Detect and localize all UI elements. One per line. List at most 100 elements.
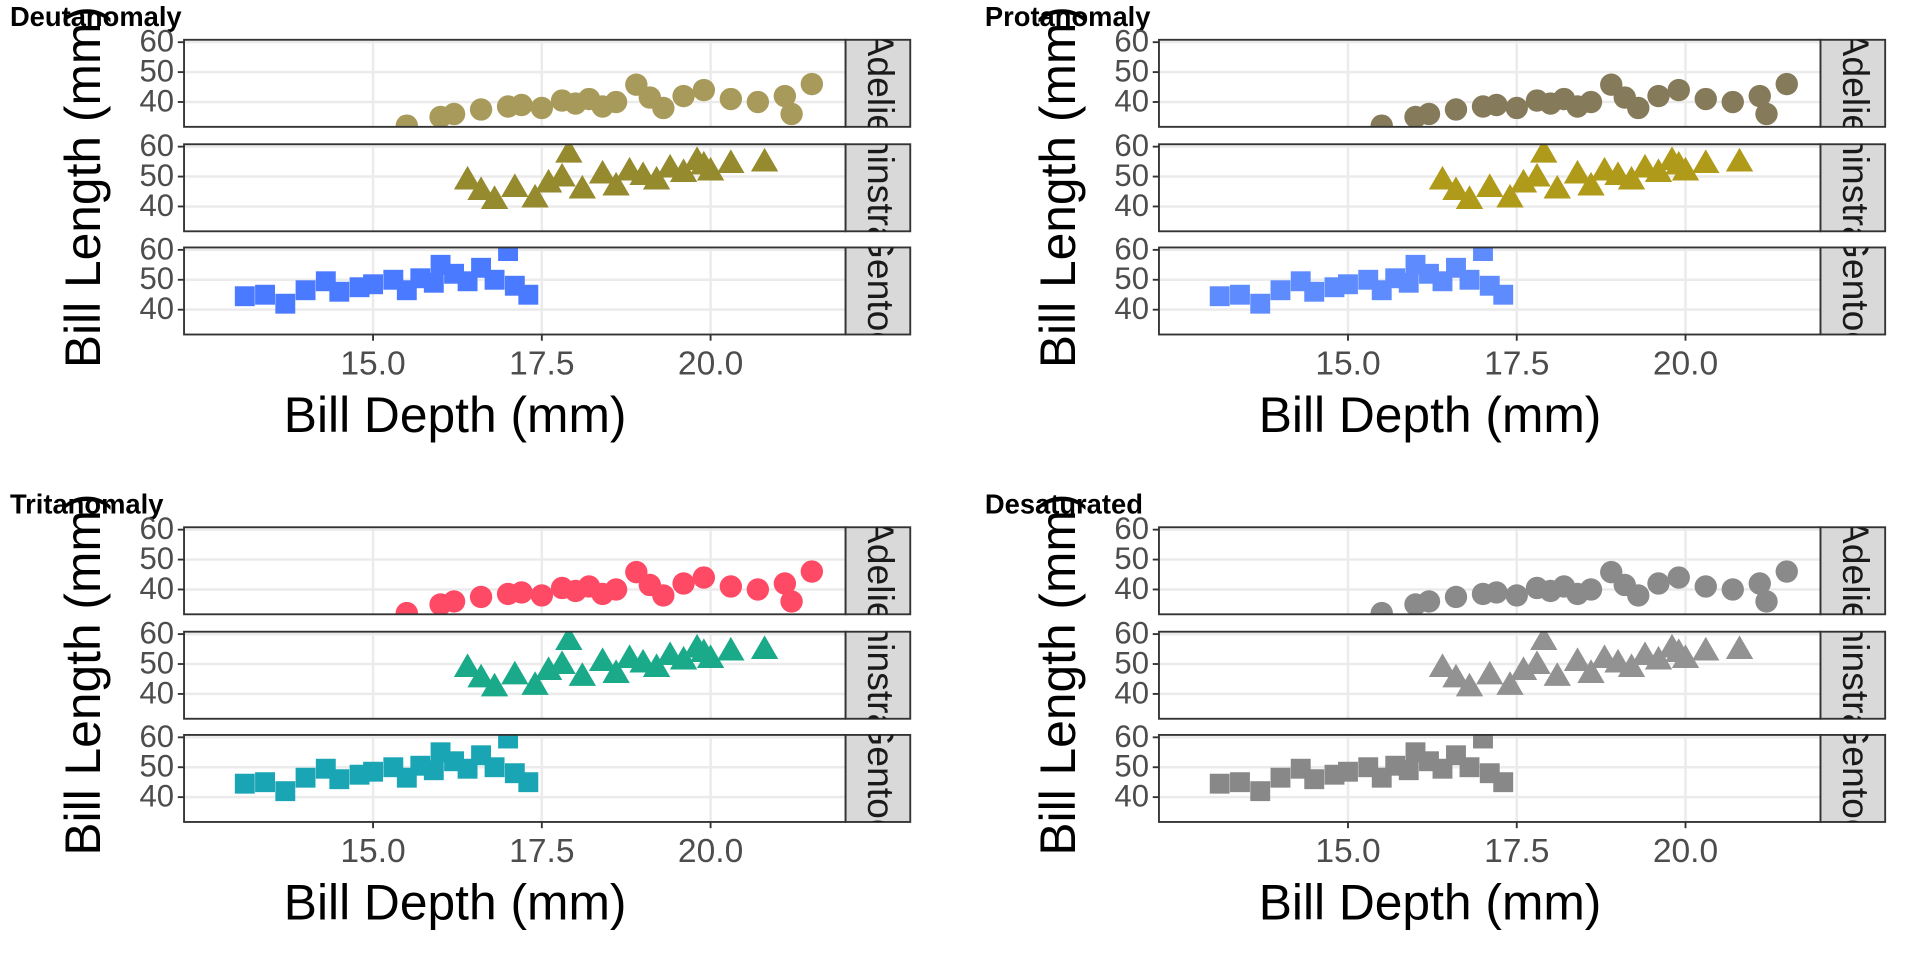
point	[1617, 165, 1646, 190]
point	[275, 293, 296, 314]
point	[1725, 635, 1754, 660]
x-tick-label: 15.0	[1315, 833, 1380, 870]
point	[588, 159, 617, 184]
point	[467, 176, 495, 200]
point	[719, 87, 743, 111]
point	[453, 165, 482, 190]
panel-title: Desaturated	[985, 488, 1143, 519]
y-tick-label: 60	[1114, 24, 1149, 59]
y-tick-label: 40	[140, 188, 175, 223]
y-tick-label: 50	[140, 158, 175, 193]
point	[1250, 781, 1271, 802]
point	[329, 281, 350, 302]
point	[1775, 72, 1798, 96]
y-tick-label: 50	[1114, 158, 1149, 193]
strip-text-group: Gentoo	[1835, 717, 1877, 839]
point	[604, 90, 628, 114]
point	[588, 647, 617, 671]
strip-text-group: Chinstrap	[1835, 144, 1877, 231]
strip-text-group: Gentoo	[860, 717, 902, 839]
y-tick-label: 40	[140, 675, 175, 710]
strip	[844, 246, 912, 336]
y-tick-label: 50	[1114, 645, 1149, 680]
point	[484, 757, 505, 778]
strip-text-group: Adelie	[860, 31, 902, 135]
point	[442, 102, 466, 126]
point	[1459, 269, 1480, 290]
point	[1338, 274, 1358, 295]
points	[453, 144, 779, 209]
y-tick-label: 40	[1114, 779, 1149, 814]
point	[1692, 636, 1720, 661]
strip-label: Adelie	[1835, 519, 1877, 623]
point	[1444, 98, 1468, 121]
point	[652, 584, 675, 607]
point	[498, 247, 519, 261]
point	[669, 158, 698, 183]
points	[395, 560, 824, 615]
point	[800, 560, 824, 583]
y-tick-label: 40	[140, 571, 175, 606]
strip-label: Gentoo	[860, 230, 902, 352]
point	[395, 601, 418, 615]
point	[521, 671, 549, 695]
strip-text-group: Adelie	[1835, 519, 1877, 623]
point	[1755, 590, 1778, 613]
y-tick-label: 60	[1114, 719, 1149, 754]
y-tick-label: 60	[1114, 231, 1149, 266]
point	[1509, 656, 1538, 680]
point	[363, 274, 384, 295]
point	[1428, 653, 1457, 677]
point	[746, 578, 770, 601]
strip-label: Gentoo	[860, 717, 902, 839]
point	[423, 760, 444, 781]
point	[1721, 578, 1744, 601]
point	[1473, 734, 1493, 749]
strip	[844, 630, 912, 720]
y-tick-label: 60	[140, 616, 175, 651]
point	[1748, 84, 1771, 108]
point	[652, 96, 675, 120]
strip	[844, 733, 912, 823]
point	[363, 761, 384, 782]
point	[568, 662, 597, 686]
point	[1748, 572, 1771, 595]
y-tick-label: 50	[1114, 54, 1149, 89]
points	[1428, 631, 1754, 697]
point	[1543, 174, 1571, 199]
point	[1485, 93, 1508, 117]
y-axis-title: Bill Length (mm)	[1030, 494, 1086, 856]
y-tick-label: 60	[140, 24, 175, 59]
y-tick-label: 50	[140, 54, 175, 89]
point	[480, 185, 509, 209]
point	[1530, 631, 1558, 651]
point	[1563, 159, 1592, 184]
strip-label: Chinstrap	[860, 108, 902, 268]
point	[255, 772, 275, 793]
point	[555, 144, 583, 163]
point	[1230, 772, 1250, 793]
point	[602, 171, 630, 196]
strip	[844, 526, 912, 616]
strip-label: Gentoo	[1835, 717, 1877, 839]
point	[423, 272, 444, 293]
points	[1370, 72, 1798, 127]
x-tick-label: 17.5	[509, 345, 574, 382]
point	[1647, 572, 1670, 595]
x-axis-title: Bill Depth (mm)	[284, 875, 627, 931]
x-tick-label: 17.5	[509, 833, 574, 870]
point	[1523, 650, 1551, 674]
x-axis-title: Bill Depth (mm)	[1259, 875, 1602, 931]
strip-text-group: Chinstrap	[1835, 632, 1877, 719]
point	[1476, 173, 1504, 197]
strip-label: Adelie	[860, 31, 902, 135]
y-tick-label: 50	[140, 541, 175, 576]
point	[234, 773, 255, 794]
strip-label: Chinstrap	[860, 595, 902, 755]
y-axis-title: Bill Length (mm)	[55, 494, 111, 856]
point	[467, 663, 495, 688]
point	[480, 672, 509, 697]
point	[1617, 653, 1646, 677]
